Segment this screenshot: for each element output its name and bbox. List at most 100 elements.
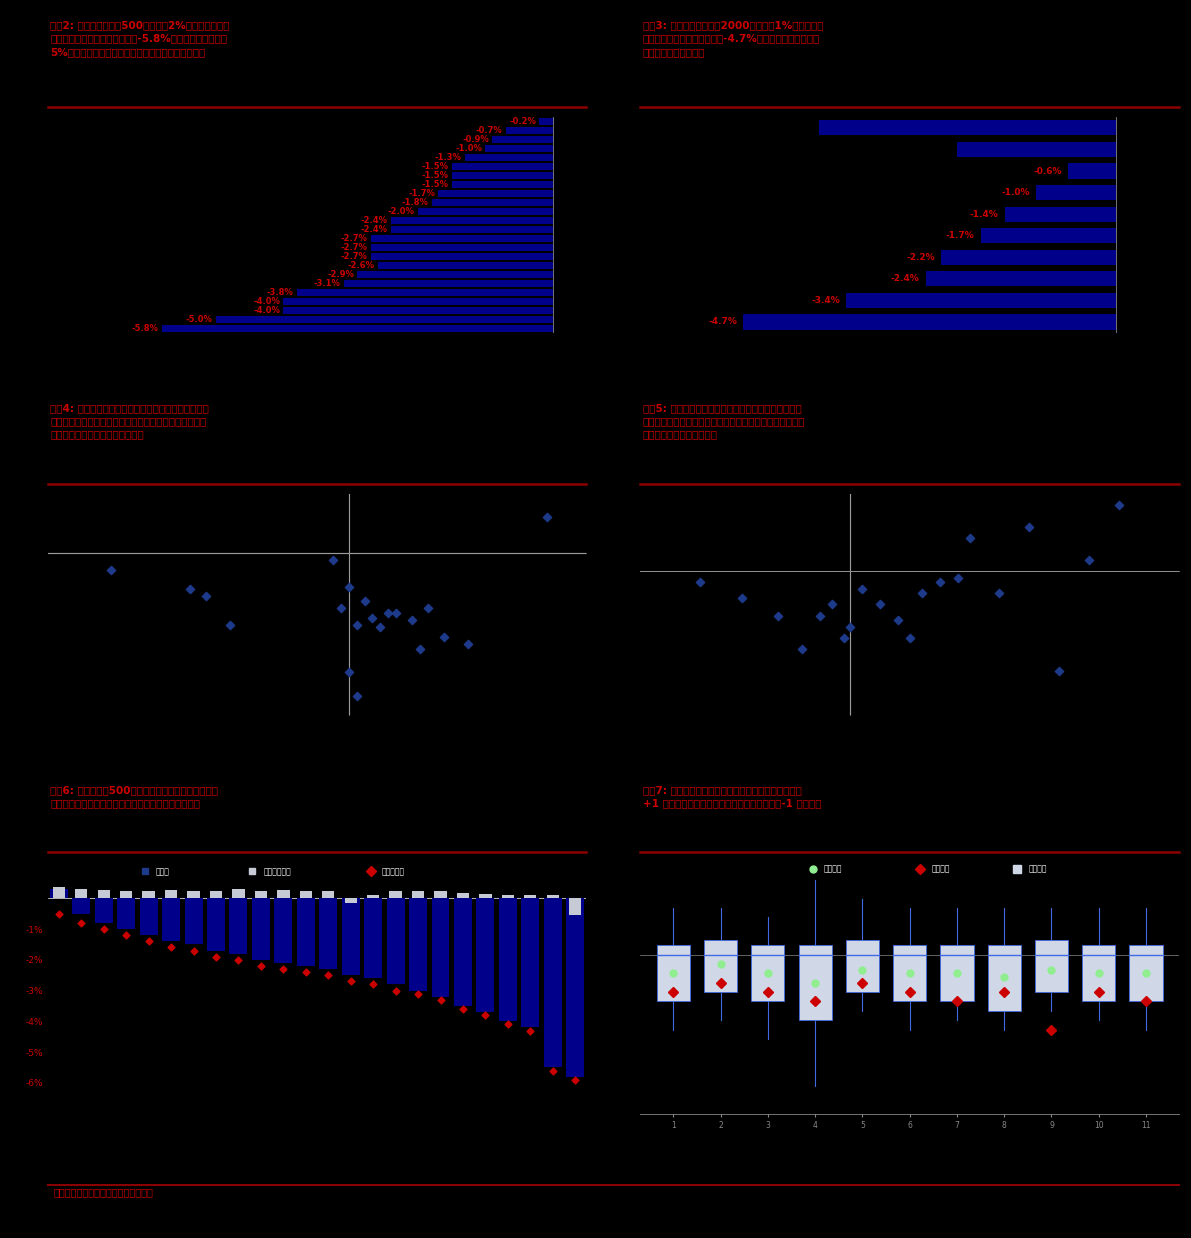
Point bbox=[162, 937, 181, 957]
Point bbox=[297, 962, 316, 982]
Point bbox=[520, 1020, 540, 1040]
Bar bbox=[370, 235, 553, 241]
Point bbox=[363, 974, 382, 994]
Point bbox=[1110, 495, 1129, 515]
Bar bbox=[466, 155, 553, 161]
Point bbox=[347, 686, 366, 706]
Bar bbox=[941, 250, 1116, 265]
Text: -2.0%: -2.0% bbox=[388, 207, 414, 215]
Text: 历史区间: 历史区间 bbox=[1028, 864, 1047, 874]
Bar bbox=[344, 899, 357, 903]
Point bbox=[454, 999, 473, 1019]
Point bbox=[888, 610, 908, 630]
Bar bbox=[297, 288, 553, 296]
Text: 图表4: 上周表现相对较好的半导体和技术硬件板块本周
上涨，而上周表现不佳的食品、媒体、耐用消费品等板块
本周下跌，动量因子驱动特征明显: 图表4: 上周表现相对较好的半导体和技术硬件板块本周 上涨，而上周表现不佳的食品… bbox=[50, 402, 210, 439]
Bar bbox=[185, 899, 202, 945]
Text: -1.8%: -1.8% bbox=[401, 198, 428, 207]
Bar bbox=[435, 891, 447, 899]
Bar bbox=[941, 946, 973, 1002]
Point bbox=[387, 603, 406, 623]
Point bbox=[990, 583, 1009, 603]
Bar bbox=[846, 940, 879, 992]
Point bbox=[871, 594, 890, 614]
Text: -1.7%: -1.7% bbox=[946, 232, 974, 240]
Bar bbox=[117, 899, 136, 928]
Point bbox=[900, 628, 919, 647]
Point bbox=[379, 603, 398, 623]
Text: 图表7: 板块估值上，资本品板块当前估值高于历史均值
+1 信标准差，电信服务板块估值低于历史均值-1 信标准差: 图表7: 板块估值上，资本品板块当前估值高于历史均值 +1 信标准差，电信服务板… bbox=[643, 785, 822, 808]
Bar bbox=[75, 889, 87, 899]
Text: -5.0%: -5.0% bbox=[186, 314, 213, 324]
Bar bbox=[367, 895, 379, 899]
Bar bbox=[300, 890, 312, 899]
Text: 周收益: 周收益 bbox=[155, 867, 169, 877]
Point bbox=[792, 639, 811, 659]
Point bbox=[543, 1061, 562, 1081]
Text: 当前估值: 当前估值 bbox=[931, 864, 949, 874]
Bar bbox=[431, 899, 449, 997]
Bar bbox=[322, 891, 335, 899]
Bar bbox=[506, 128, 553, 134]
Bar bbox=[1083, 946, 1115, 1002]
Bar bbox=[925, 271, 1116, 286]
Bar bbox=[499, 899, 517, 1021]
Text: -1.5%: -1.5% bbox=[422, 171, 448, 180]
Bar bbox=[409, 899, 428, 990]
Point bbox=[251, 956, 270, 976]
Point bbox=[206, 947, 225, 967]
Point bbox=[960, 527, 979, 547]
Text: -1.0%: -1.0% bbox=[1002, 188, 1030, 197]
Bar bbox=[981, 228, 1116, 244]
Bar bbox=[319, 899, 337, 969]
Bar bbox=[98, 890, 110, 899]
Text: -4.7%: -4.7% bbox=[709, 317, 737, 327]
Point bbox=[431, 990, 450, 1010]
Bar bbox=[893, 946, 927, 1002]
Text: -5.8%: -5.8% bbox=[132, 324, 158, 333]
Text: -2.4%: -2.4% bbox=[361, 215, 388, 225]
Bar bbox=[95, 899, 113, 922]
Point bbox=[341, 972, 360, 992]
Bar bbox=[370, 244, 553, 251]
Point bbox=[370, 618, 389, 638]
Bar bbox=[547, 895, 559, 899]
Point bbox=[1049, 661, 1068, 681]
Text: 图表3: 代表中小盘的罗素2000指数下跌1%，行业板块
也多数下跌，能源板块领跌（-4.7%），公用事业、耐用品
生产等板块也表现不佳: 图表3: 代表中小盘的罗素2000指数下跌1%，行业板块 也多数下跌，能源板块领… bbox=[643, 20, 823, 57]
Text: -2.2%: -2.2% bbox=[906, 253, 935, 261]
Bar bbox=[847, 293, 1116, 308]
Bar bbox=[524, 895, 536, 899]
Bar bbox=[210, 891, 223, 899]
Text: -0.9%: -0.9% bbox=[462, 135, 488, 144]
Point bbox=[181, 579, 200, 599]
Bar bbox=[412, 890, 424, 899]
Point bbox=[331, 598, 350, 618]
Text: 图表6: 上周，标普500多数板块下跌，但除房地产、综
合金融、商业服务以外，多数板块盈利预测依然在上调: 图表6: 上周，标普500多数板块下跌，但除房地产、综 合金融、商业服务以外，多… bbox=[50, 785, 218, 808]
Bar bbox=[216, 316, 553, 323]
Bar bbox=[566, 899, 584, 1077]
Point bbox=[339, 662, 358, 682]
Bar bbox=[752, 946, 785, 1002]
Text: -1.5%: -1.5% bbox=[422, 180, 448, 189]
Text: -1.3%: -1.3% bbox=[435, 154, 462, 162]
Bar bbox=[364, 899, 382, 978]
Text: -0.7%: -0.7% bbox=[475, 126, 503, 135]
Bar bbox=[252, 899, 270, 959]
Bar bbox=[540, 119, 553, 125]
Point bbox=[49, 904, 68, 924]
Bar bbox=[501, 895, 515, 899]
Point bbox=[117, 925, 136, 945]
Bar bbox=[278, 890, 289, 899]
Text: -2.7%: -2.7% bbox=[341, 243, 368, 251]
Bar bbox=[230, 899, 248, 953]
Bar bbox=[187, 890, 200, 899]
Point bbox=[1019, 517, 1039, 537]
Text: -2.4%: -2.4% bbox=[891, 275, 919, 284]
Bar bbox=[297, 899, 314, 966]
Point bbox=[459, 634, 478, 654]
Text: -1.4%: -1.4% bbox=[969, 209, 998, 219]
Point bbox=[101, 560, 120, 579]
Point bbox=[537, 508, 556, 527]
Point bbox=[822, 594, 841, 614]
Bar bbox=[1068, 163, 1116, 178]
Point bbox=[71, 912, 91, 932]
